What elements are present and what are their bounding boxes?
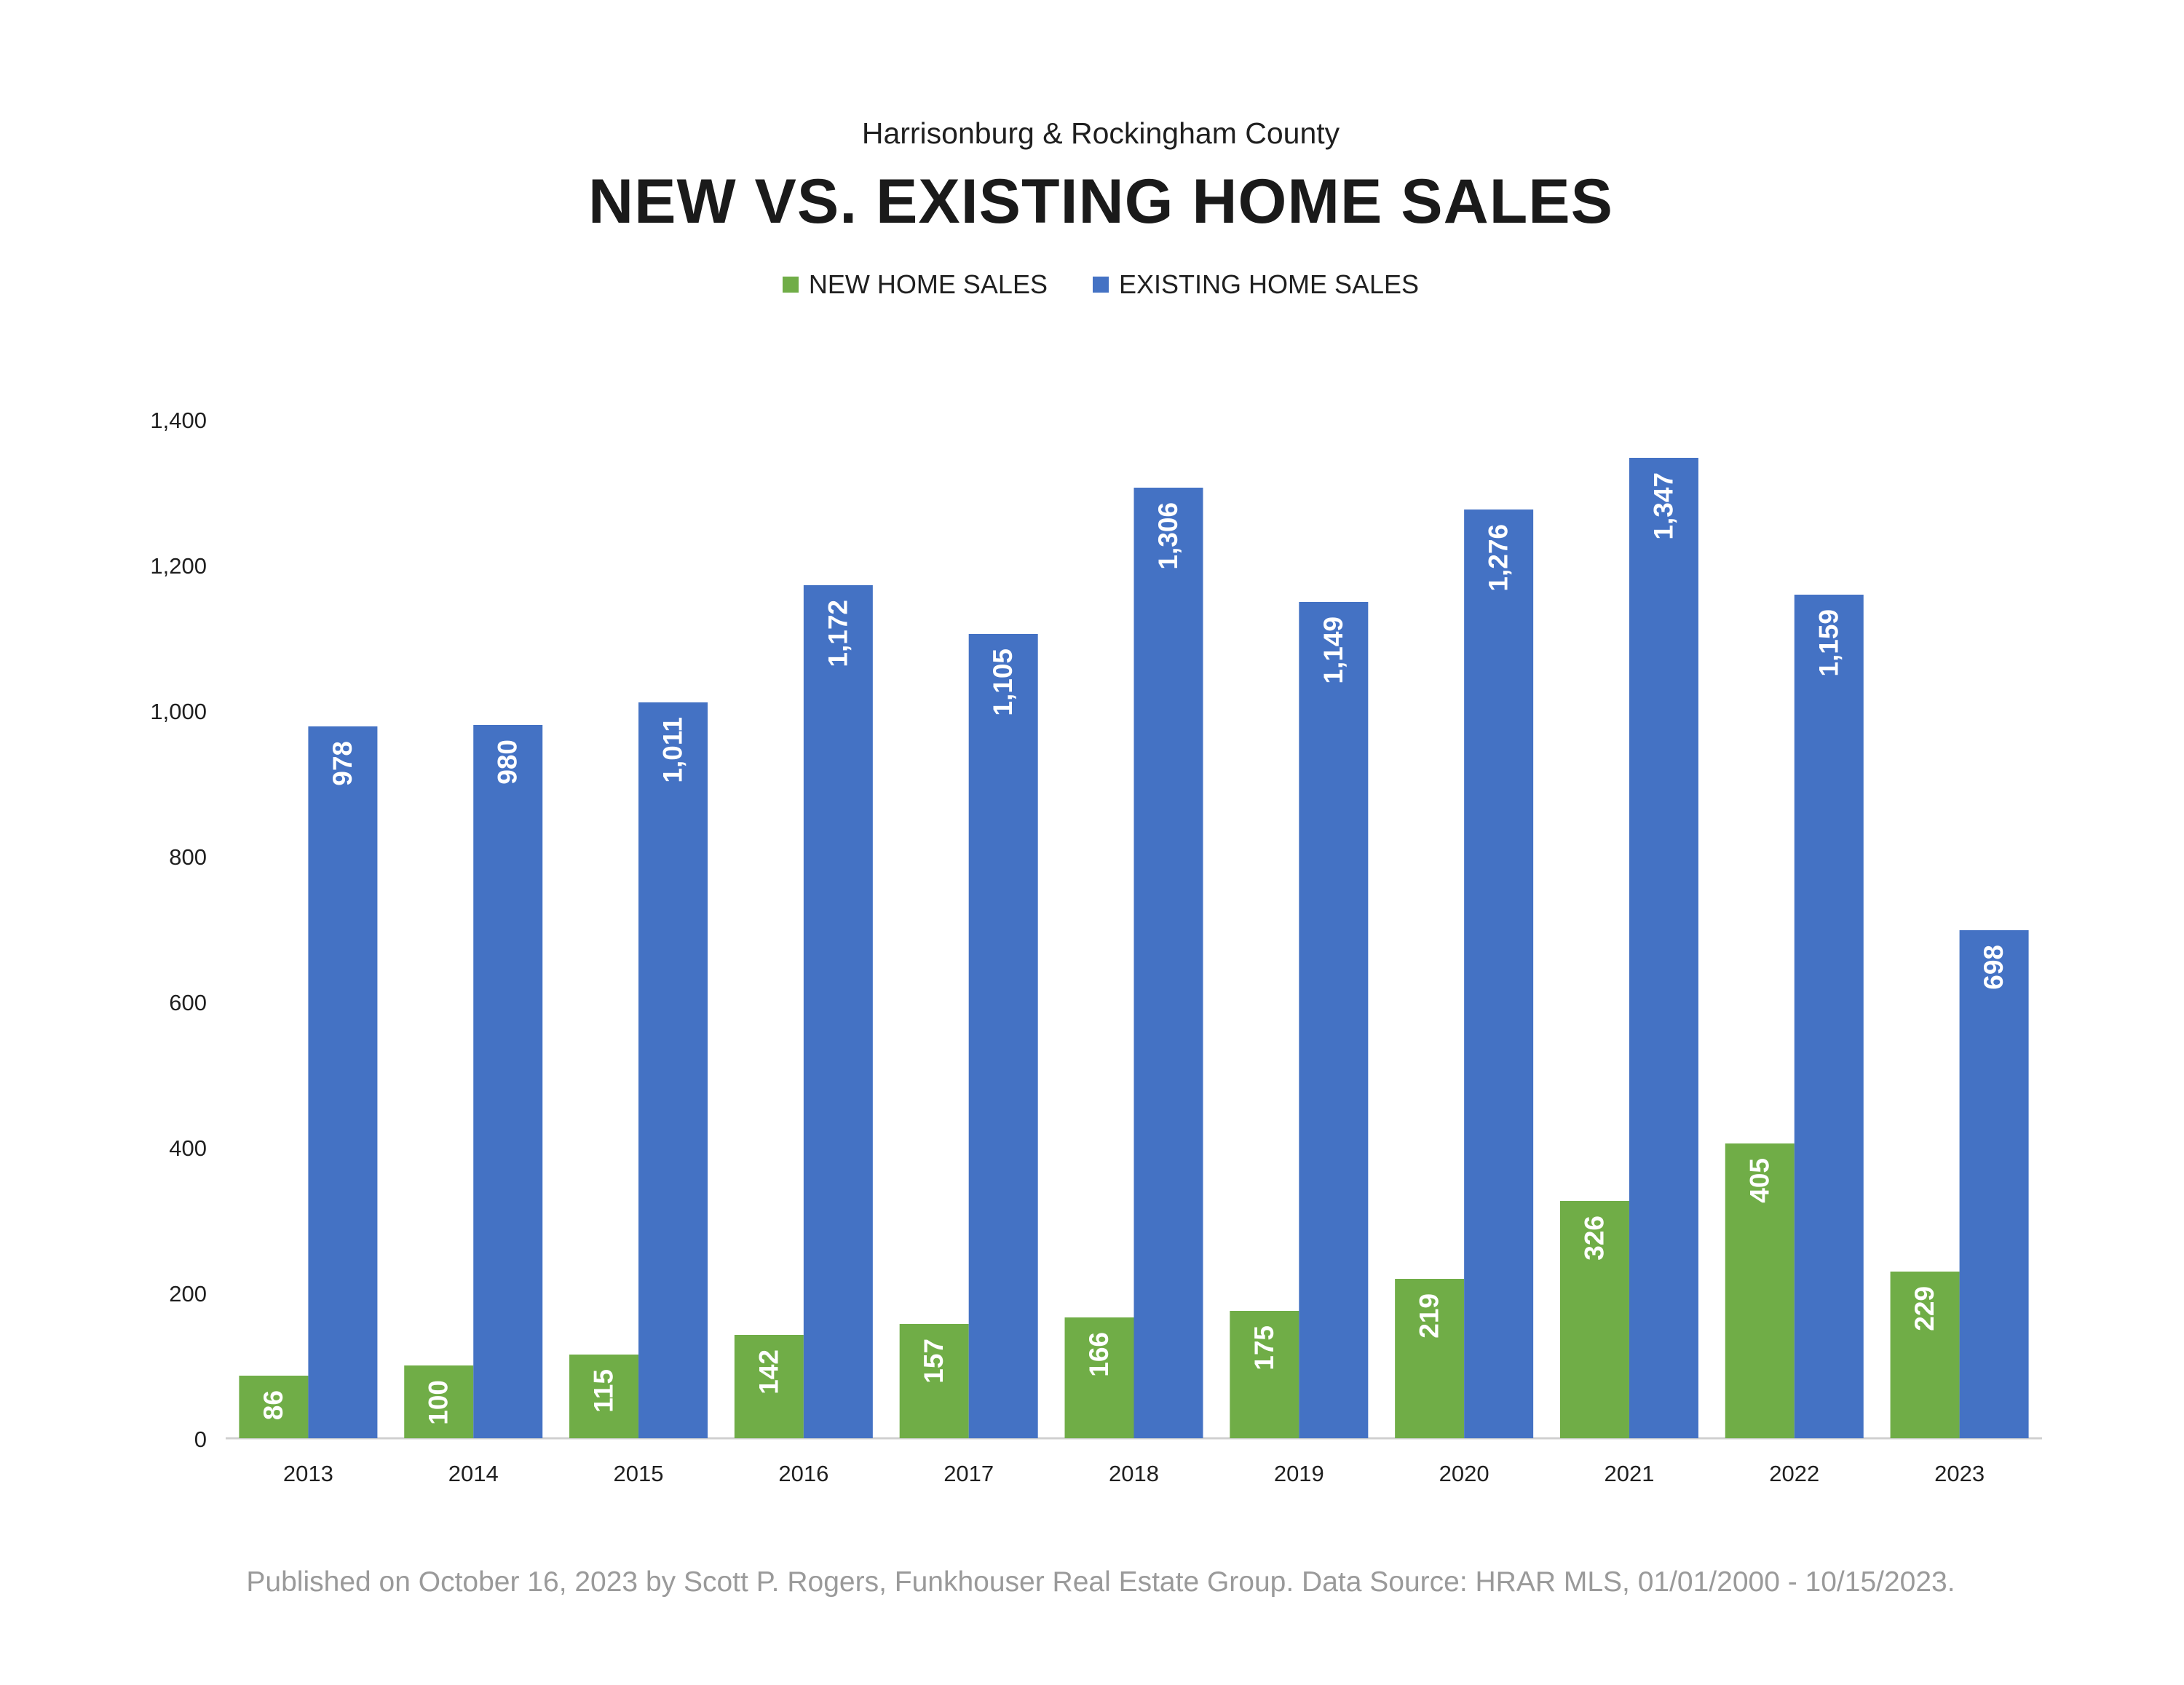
bar-new-home-sales bbox=[1559, 1201, 1629, 1438]
y-tick-label: 200 bbox=[169, 1281, 207, 1307]
data-label-new: 166 bbox=[1084, 1332, 1114, 1377]
x-tick-label: 2022 bbox=[1769, 1461, 1819, 1486]
data-label-new: 86 bbox=[258, 1390, 288, 1420]
data-label-existing: 1,306 bbox=[1153, 502, 1183, 570]
x-tick-label: 2015 bbox=[614, 1461, 664, 1486]
y-tick-label: 1,400 bbox=[150, 408, 207, 433]
data-label-new: 100 bbox=[424, 1380, 454, 1425]
y-tick-label: 0 bbox=[194, 1427, 207, 1452]
x-tick-label: 2016 bbox=[778, 1461, 828, 1486]
y-tick-label: 600 bbox=[169, 990, 207, 1015]
data-label-new: 229 bbox=[1910, 1286, 1939, 1331]
data-label-new: 157 bbox=[919, 1339, 949, 1384]
y-tick-label: 1,000 bbox=[150, 699, 207, 724]
x-tick-label: 2020 bbox=[1439, 1461, 1489, 1486]
data-label-existing: 980 bbox=[493, 740, 523, 785]
x-tick-label: 2021 bbox=[1604, 1461, 1654, 1486]
bar-existing-home-sales bbox=[1794, 595, 1864, 1438]
bar-new-home-sales bbox=[734, 1335, 804, 1438]
data-label-existing: 1,276 bbox=[1484, 524, 1514, 592]
data-label-existing: 698 bbox=[1979, 945, 2009, 990]
data-label-existing: 978 bbox=[328, 741, 357, 786]
bar-new-home-sales bbox=[1395, 1279, 1465, 1438]
legend-swatch-new bbox=[782, 277, 799, 293]
x-tick-label: 2018 bbox=[1109, 1461, 1159, 1486]
bar-new-home-sales bbox=[1230, 1311, 1299, 1438]
y-tick-label: 800 bbox=[169, 844, 207, 870]
chart-title: NEW VS. EXISTING HOME SALES bbox=[588, 167, 1613, 237]
bar-new-home-sales bbox=[899, 1324, 969, 1438]
bar-existing-home-sales bbox=[308, 726, 378, 1438]
data-label-new: 405 bbox=[1744, 1158, 1774, 1203]
footer-note: Published on October 16, 2023 by Scott P… bbox=[246, 1566, 1955, 1598]
bar-existing-home-sales bbox=[1133, 488, 1203, 1438]
bar-existing-home-sales bbox=[1464, 510, 1534, 1438]
bar-new-home-sales bbox=[239, 1376, 309, 1438]
legend-label-existing: EXISTING HOME SALES bbox=[1118, 269, 1420, 299]
data-label-new: 115 bbox=[589, 1369, 619, 1413]
data-label-new: 326 bbox=[1579, 1216, 1609, 1261]
bar-new-home-sales bbox=[1890, 1272, 1960, 1438]
data-label-existing: 1,347 bbox=[1648, 472, 1678, 540]
bar-existing-home-sales bbox=[638, 702, 708, 1438]
bar-existing-home-sales bbox=[1299, 602, 1369, 1438]
data-label-new: 219 bbox=[1415, 1293, 1444, 1339]
chart-subtitle: Harrisonburg & Rockingham County bbox=[861, 116, 1340, 150]
data-label-new: 142 bbox=[753, 1349, 783, 1395]
bar-existing-home-sales bbox=[473, 725, 543, 1438]
legend-swatch-existing bbox=[1092, 277, 1109, 293]
x-tick-label: 2013 bbox=[283, 1461, 333, 1486]
data-label-existing: 1,105 bbox=[988, 649, 1018, 716]
bar-new-home-sales bbox=[404, 1365, 474, 1438]
bar-new-home-sales bbox=[1064, 1317, 1134, 1438]
x-tick-label: 2014 bbox=[448, 1461, 499, 1486]
legend-label-new: NEW HOME SALES bbox=[808, 269, 1048, 299]
data-label-existing: 1,149 bbox=[1318, 616, 1348, 684]
x-tick-label: 2019 bbox=[1274, 1461, 1324, 1486]
bar-new-home-sales bbox=[1725, 1143, 1795, 1438]
x-tick-label: 2017 bbox=[943, 1461, 994, 1486]
y-tick-label: 400 bbox=[169, 1135, 207, 1161]
y-tick-label: 1,200 bbox=[150, 553, 207, 579]
bar-existing-home-sales bbox=[1629, 458, 1698, 1438]
bar-existing-home-sales bbox=[1959, 930, 2029, 1438]
legend-item-existing: EXISTING HOME SALES bbox=[1092, 269, 1420, 300]
data-label-new: 175 bbox=[1249, 1325, 1279, 1371]
legend-item-new: NEW HOME SALES bbox=[782, 269, 1048, 300]
data-label-existing: 1,011 bbox=[658, 717, 688, 783]
data-label-existing: 1,172 bbox=[823, 600, 852, 667]
chart-legend: NEW HOME SALES EXISTING HOME SALES bbox=[0, 269, 2184, 300]
bar-existing-home-sales bbox=[803, 585, 873, 1438]
bar-new-home-sales bbox=[569, 1355, 639, 1438]
x-tick-label: 2023 bbox=[1934, 1461, 1985, 1486]
data-label-existing: 1,159 bbox=[1813, 609, 1843, 677]
bar-existing-home-sales bbox=[968, 634, 1038, 1438]
